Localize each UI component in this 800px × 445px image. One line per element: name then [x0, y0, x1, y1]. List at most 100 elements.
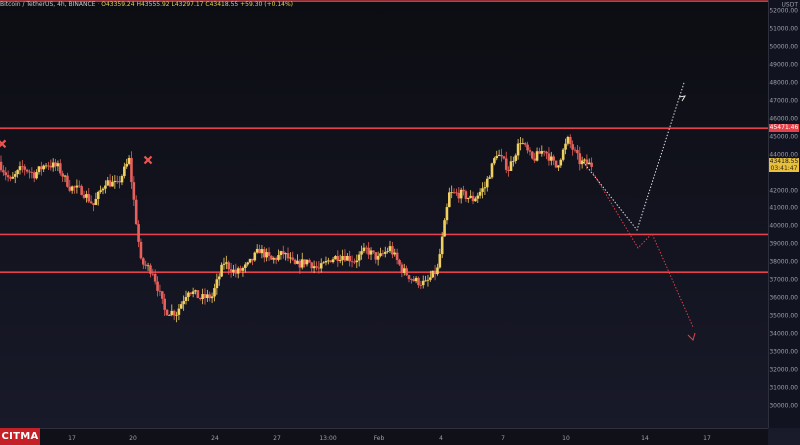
- candle-body: [464, 191, 468, 199]
- time-tick: 4: [439, 435, 443, 442]
- candle-body: [191, 291, 195, 294]
- candle-body: [9, 177, 12, 179]
- candle-body: [2, 170, 5, 173]
- candle-body: [478, 191, 482, 196]
- candle-body: [267, 252, 271, 256]
- candle-body: [550, 156, 553, 161]
- candle-body: [308, 259, 311, 263]
- candle-body: [576, 149, 579, 154]
- price-tick: 47000.00: [769, 97, 798, 105]
- candle-body: [82, 194, 86, 198]
- candle-body: [236, 268, 240, 274]
- candle-body: [35, 172, 38, 179]
- candle-body: [265, 252, 268, 258]
- candle-body: [18, 166, 22, 171]
- candle-body: [504, 158, 508, 170]
- candles: [0, 134, 593, 323]
- candle-body: [44, 165, 48, 167]
- candle-body: [40, 166, 43, 170]
- candle-body: [101, 188, 105, 191]
- candle-body: [391, 246, 394, 255]
- time-axis[interactable]: 17 20 24 27 13:00 Feb 4 7 10 14 17: [0, 428, 768, 445]
- candle-body: [436, 267, 439, 275]
- candle-body: [203, 294, 207, 299]
- candle-body: [184, 297, 188, 301]
- candle-body: [198, 298, 202, 299]
- candle-body: [580, 160, 584, 165]
- candle-body: [142, 258, 145, 265]
- candle-body: [77, 185, 81, 187]
- candle-body: [519, 143, 522, 145]
- candle-body: [296, 260, 299, 264]
- price-tick: 38000.00: [769, 258, 798, 266]
- candle-body: [376, 255, 380, 260]
- candle-body: [305, 259, 309, 265]
- horizontal-levels: [0, 0, 768, 273]
- candle-body: [516, 143, 520, 156]
- candle-body: [388, 246, 392, 252]
- candle-body: [244, 264, 247, 268]
- candle-body: [172, 310, 176, 316]
- candle-body: [502, 156, 506, 159]
- candle-body: [149, 265, 152, 274]
- time-tick: 10: [562, 435, 570, 442]
- price-tick: 31000.00: [769, 384, 798, 392]
- candle-body: [531, 151, 534, 159]
- candle-body: [225, 262, 228, 264]
- candle-body: [583, 159, 586, 161]
- candle-body: [474, 198, 477, 202]
- candle-body: [564, 143, 567, 150]
- candle-body: [144, 264, 147, 266]
- candle-body: [338, 259, 342, 262]
- candle-body: [585, 159, 589, 165]
- candle-body: [68, 186, 72, 191]
- candle-body: [177, 308, 181, 315]
- price-tick: 34000.00: [769, 330, 798, 338]
- candle-body: [234, 269, 238, 274]
- candle-body: [561, 149, 565, 160]
- price-chart[interactable]: [0, 0, 768, 428]
- candle-body: [571, 144, 574, 150]
- candle-body: [96, 191, 100, 199]
- candle-body: [151, 273, 155, 275]
- candle-body: [433, 270, 437, 275]
- candle-body: [270, 255, 273, 260]
- candle-body: [85, 194, 88, 198]
- price-tick: 36000.00: [769, 294, 798, 302]
- candle-body: [258, 248, 261, 254]
- time-tick: 27: [273, 435, 281, 442]
- candle-body: [21, 166, 24, 168]
- candle-body: [28, 171, 31, 173]
- candle-body: [137, 224, 140, 242]
- candle-body: [127, 157, 131, 164]
- candle-body: [75, 185, 79, 188]
- candle-body: [587, 162, 591, 165]
- candle-body: [291, 257, 295, 260]
- candle-body: [459, 189, 463, 199]
- signal-markers: [0, 139, 153, 165]
- candle-body: [348, 255, 351, 262]
- candle-body: [381, 253, 385, 255]
- candle-body: [217, 276, 221, 280]
- candle-body: [123, 166, 126, 176]
- candle-body: [497, 154, 501, 157]
- candle-body: [462, 189, 465, 192]
- candle-body: [483, 187, 487, 189]
- candle-body: [395, 252, 399, 260]
- candle-body: [443, 220, 446, 237]
- candle-body: [262, 249, 266, 258]
- time-tick: 17: [703, 435, 711, 442]
- candle-body: [168, 314, 171, 316]
- candle-body: [481, 188, 484, 192]
- candle-body: [73, 186, 76, 188]
- candle-body: [426, 279, 430, 281]
- time-tick: Feb: [373, 435, 385, 442]
- candle-body: [353, 261, 356, 263]
- price-axis[interactable]: USDT 52000.00 51000.00 50000.00 49000.00 480…: [768, 0, 800, 428]
- candle-body: [547, 153, 551, 161]
- candle-body: [476, 195, 480, 199]
- candle-body: [450, 192, 453, 194]
- candle-body: [146, 265, 150, 267]
- candle-body: [578, 153, 582, 165]
